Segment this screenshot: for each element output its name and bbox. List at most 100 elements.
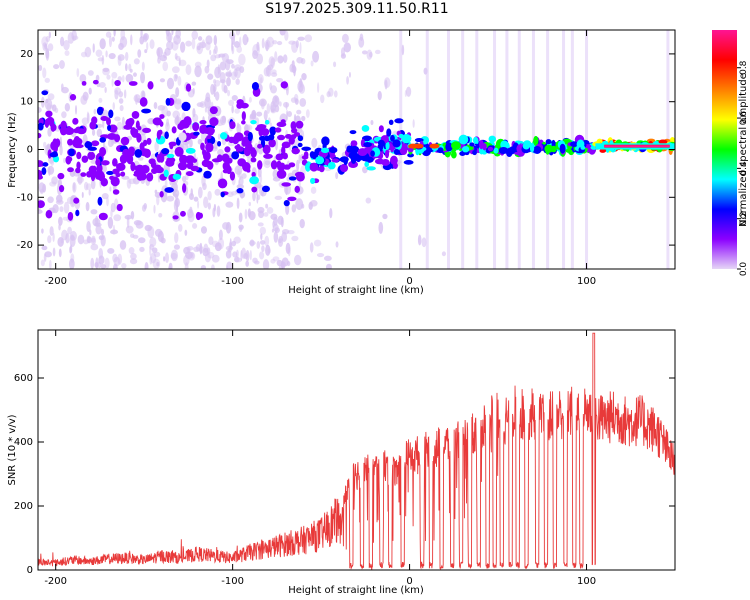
speckle-mark: [169, 148, 174, 153]
heat-mark: [38, 200, 45, 209]
spectrogram-x-axis: -200 -100 0 100: [44, 30, 596, 287]
speckle-mark: [301, 203, 305, 209]
speckle-mark: [192, 223, 198, 229]
speckle-mark: [174, 74, 179, 79]
speckle-mark: [85, 183, 92, 191]
heat-mark: [370, 150, 375, 157]
heat-mark: [258, 127, 263, 137]
speckle-mark: [203, 196, 209, 209]
snr-x-tick-label: -200: [44, 576, 67, 587]
heat-mark: [107, 124, 112, 131]
speckle-mark: [149, 255, 153, 265]
heat-mark: [206, 134, 212, 140]
heat-mark: [205, 142, 214, 153]
heat-mark: [134, 148, 143, 158]
speckle-mark: [163, 256, 166, 262]
speckle-mark: [208, 236, 214, 246]
heat-mark: [290, 121, 297, 131]
speckle-mark: [310, 186, 317, 194]
heat-mark: [41, 90, 49, 96]
speckle-mark: [225, 221, 232, 234]
heat-mark: [147, 81, 154, 90]
speckle-mark: [234, 108, 240, 114]
speckle-mark: [245, 260, 250, 267]
speckle-mark: [283, 184, 292, 195]
speckle-mark: [59, 206, 64, 212]
heat-mark: [131, 110, 140, 119]
heat-mark: [261, 185, 271, 193]
speckle-mark: [84, 46, 92, 58]
speckle-mark: [81, 117, 89, 125]
heat-mark: [202, 151, 211, 161]
colorbar-ticks: 0.0 0.2 0.4 0.6 0.8: [737, 60, 749, 276]
heat-mark: [38, 169, 43, 179]
speckle-mark: [104, 257, 110, 269]
snr-y-tick-label: 200: [14, 501, 33, 512]
speckle-mark: [162, 61, 169, 72]
speckle-mark: [95, 49, 103, 57]
heat-mark: [339, 163, 349, 173]
speckle-mark: [156, 194, 160, 206]
snr-x-axis: -200 -100 0 100: [44, 330, 596, 587]
heat-mark: [236, 188, 244, 194]
heat-mark: [450, 150, 457, 159]
heat-mark: [60, 120, 67, 130]
heat-mark: [401, 133, 412, 144]
speckle-mark: [205, 35, 213, 45]
speckle-mark: [102, 67, 110, 73]
speckle-mark: [197, 186, 203, 199]
speckle-mark: [98, 248, 104, 259]
speckle-mark: [404, 90, 407, 97]
heat-mark: [81, 80, 87, 86]
heat-mark: [242, 161, 251, 172]
speckle-mark: [170, 249, 179, 262]
speckle-mark: [244, 208, 248, 220]
heat-mark: [171, 126, 177, 134]
speckle-mark: [214, 242, 222, 252]
speckle-mark: [227, 89, 231, 97]
heat-mark: [217, 178, 228, 189]
speckle-mark: [207, 73, 214, 80]
spectrogram-y-tick-label: 10: [20, 97, 33, 108]
speckle-mark: [161, 237, 166, 244]
heat-mark: [135, 120, 140, 129]
heat-mark: [327, 161, 336, 170]
speckle-mark: [140, 90, 146, 100]
heat-mark: [231, 151, 240, 160]
speckle-mark: [58, 248, 62, 258]
speckle-mark: [249, 113, 257, 120]
speckle-mark: [166, 77, 175, 90]
heat-mark: [394, 118, 404, 124]
heat-mark: [297, 142, 303, 148]
heat-mark: [381, 158, 390, 166]
heat-mark: [236, 102, 243, 109]
speckle-mark: [119, 105, 124, 112]
speckle-mark: [109, 186, 112, 192]
speckle-mark: [268, 56, 276, 67]
snr-y-tick-label: 600: [14, 373, 33, 384]
heat-mark: [315, 156, 325, 165]
heat-mark: [209, 106, 218, 115]
speckle-mark: [47, 165, 55, 175]
heat-mark: [204, 127, 215, 135]
speckle-mark: [61, 86, 69, 94]
speckle-mark: [225, 249, 232, 259]
speckle-mark: [267, 248, 271, 254]
heat-mark: [156, 153, 163, 163]
heat-mark: [277, 134, 286, 141]
heat-mark: [377, 139, 385, 146]
heat-mark: [508, 146, 516, 155]
speckle-mark: [309, 242, 314, 253]
heat-mark: [235, 134, 240, 141]
heat-mark: [309, 162, 319, 172]
speckle-mark: [278, 264, 285, 269]
speckle-mark: [52, 247, 56, 257]
speckle-mark: [298, 83, 306, 94]
snr-x-label: Height of straight line (km): [288, 585, 424, 596]
speckle-mark: [311, 137, 318, 148]
heat-mark: [96, 163, 103, 174]
speckle-mark: [257, 167, 262, 178]
heat-mark: [544, 144, 554, 153]
speckle-mark: [114, 89, 119, 100]
